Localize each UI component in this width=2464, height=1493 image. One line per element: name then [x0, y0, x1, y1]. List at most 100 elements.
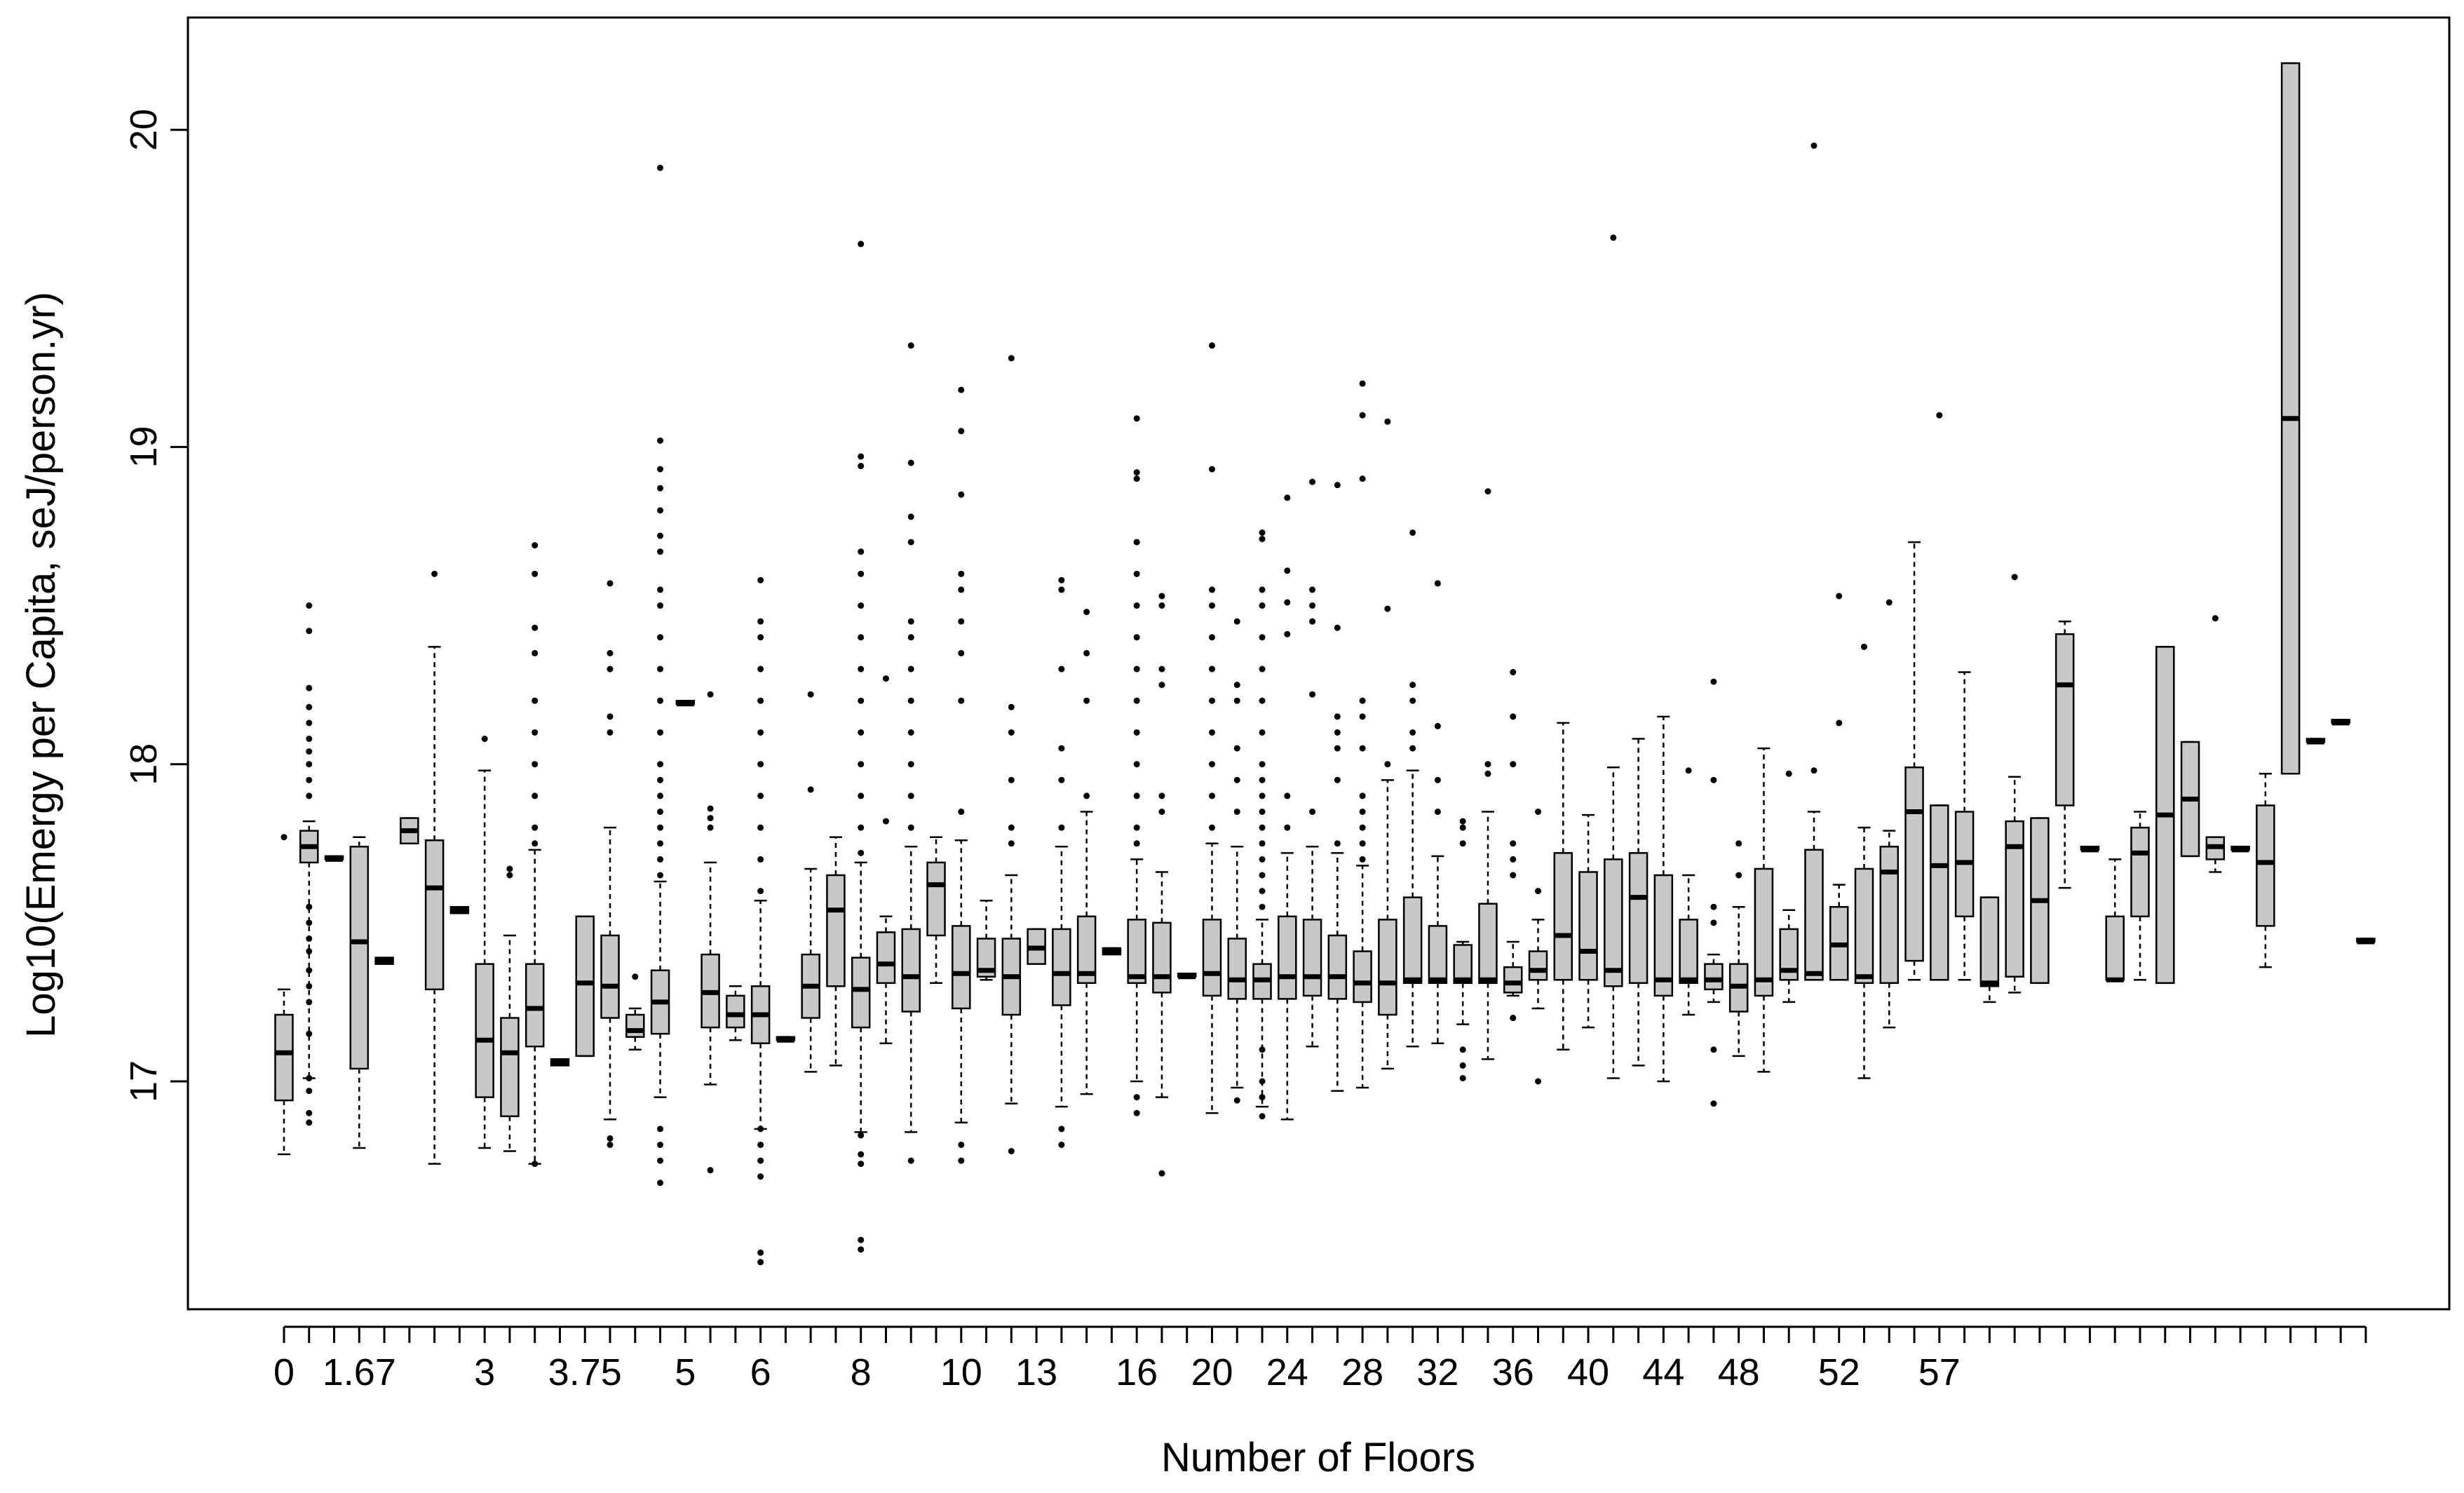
box-group	[1979, 896, 2000, 1004]
outlier-point	[657, 697, 664, 704]
outlier-point	[858, 697, 865, 704]
outlier-point	[1259, 872, 1266, 879]
x-tick-label: 10	[940, 1351, 982, 1393]
outlier-point	[882, 818, 889, 825]
outlier-point	[532, 542, 539, 549]
outlier-point	[532, 624, 539, 631]
outlier-point	[306, 720, 313, 727]
box-group	[801, 691, 820, 1073]
outlier-point	[757, 824, 764, 831]
outlier-point	[1259, 697, 1266, 704]
outlier-point	[757, 618, 764, 625]
outlier-point	[1434, 776, 1441, 783]
outlier-point	[958, 809, 965, 816]
outlier-point	[657, 856, 664, 863]
outlier-point	[1259, 856, 1266, 863]
x-tick-label: 1.67	[323, 1351, 396, 1393]
outlier-point	[1133, 539, 1140, 546]
x-tick-label: 6	[750, 1351, 771, 1393]
outlier-point	[1058, 666, 1065, 673]
x-tick-label: 52	[1818, 1351, 1860, 1393]
box	[424, 839, 445, 991]
outlier-point	[807, 786, 814, 793]
box	[1127, 919, 1146, 985]
outlier-point	[657, 872, 664, 879]
outlier-point	[858, 1246, 865, 1253]
box-group	[1653, 715, 1674, 1083]
box	[1854, 867, 1874, 985]
outlier-point	[1810, 767, 1817, 774]
outlier-point	[958, 428, 965, 435]
outlier-point	[1861, 643, 1868, 650]
outlier-point	[858, 602, 865, 609]
outlier-point	[757, 1249, 764, 1256]
outlier-point	[607, 666, 614, 673]
outlier-point	[1008, 729, 1015, 736]
outlier-point	[1334, 776, 1341, 783]
outlier-point	[506, 865, 513, 872]
box-group	[1428, 580, 1448, 1044]
box	[1503, 966, 1523, 994]
x-tick-label: 5	[675, 1351, 696, 1393]
outlier-point	[1259, 809, 1266, 816]
outlier-point	[958, 618, 965, 625]
box	[500, 1017, 520, 1118]
outlier-point	[1259, 824, 1266, 831]
box-group	[349, 836, 370, 1149]
outlier-point	[907, 618, 914, 625]
box	[1578, 871, 1598, 981]
outlier-point	[757, 1141, 764, 1148]
outlier-point	[1008, 355, 1015, 362]
outlier-point	[657, 761, 664, 768]
outlier-point	[1384, 605, 1391, 612]
box-group	[1402, 529, 1423, 1048]
outlier-point	[1510, 1015, 1517, 1022]
outlier-point	[958, 570, 965, 577]
outlier-point	[707, 815, 714, 822]
outlier-point	[306, 792, 313, 799]
box	[2130, 826, 2150, 918]
box	[1052, 928, 1071, 1006]
box-group	[1102, 947, 1122, 956]
outlier-point	[657, 634, 664, 641]
outlier-point	[1058, 776, 1065, 783]
outlier-point	[1535, 888, 1541, 895]
box	[926, 861, 946, 937]
outlier-point	[1359, 856, 1366, 863]
outlier-point	[858, 666, 865, 673]
outlier-point	[1233, 618, 1240, 625]
outlier-point	[1359, 840, 1366, 847]
box-group	[1202, 342, 1222, 1114]
box-group	[1604, 234, 1623, 1079]
box-group	[524, 542, 545, 1168]
outlier-point	[607, 649, 614, 656]
box-group	[1227, 618, 1247, 1104]
box-group	[2155, 646, 2175, 985]
outlier-point	[1886, 599, 1893, 606]
outlier-point	[1259, 840, 1266, 847]
box	[575, 915, 595, 1058]
box	[1704, 963, 1724, 991]
y-tick-label: 17	[123, 1060, 165, 1102]
box-group	[1453, 818, 1473, 1081]
outlier-point	[607, 580, 614, 587]
outlier-point	[657, 602, 664, 609]
outlier-point	[657, 666, 664, 673]
outlier-point	[1510, 761, 1517, 768]
x-tick-label: 16	[1116, 1351, 1158, 1393]
outlier-point	[1359, 713, 1366, 720]
outlier-point	[481, 736, 488, 743]
outlier-point	[657, 532, 664, 539]
box	[1202, 919, 1222, 997]
box	[1553, 852, 1573, 981]
y-tick-label: 18	[123, 743, 165, 785]
outlier-point	[1158, 593, 1165, 600]
outlier-point	[1459, 1074, 1466, 1081]
outlier-point	[858, 1151, 865, 1158]
outlier-point	[657, 824, 664, 831]
outlier-point	[1384, 761, 1391, 768]
outlier-point	[1810, 142, 1817, 149]
outlier-point	[1083, 609, 1090, 616]
outlier-point	[1233, 809, 1240, 816]
box-group	[2130, 811, 2150, 981]
